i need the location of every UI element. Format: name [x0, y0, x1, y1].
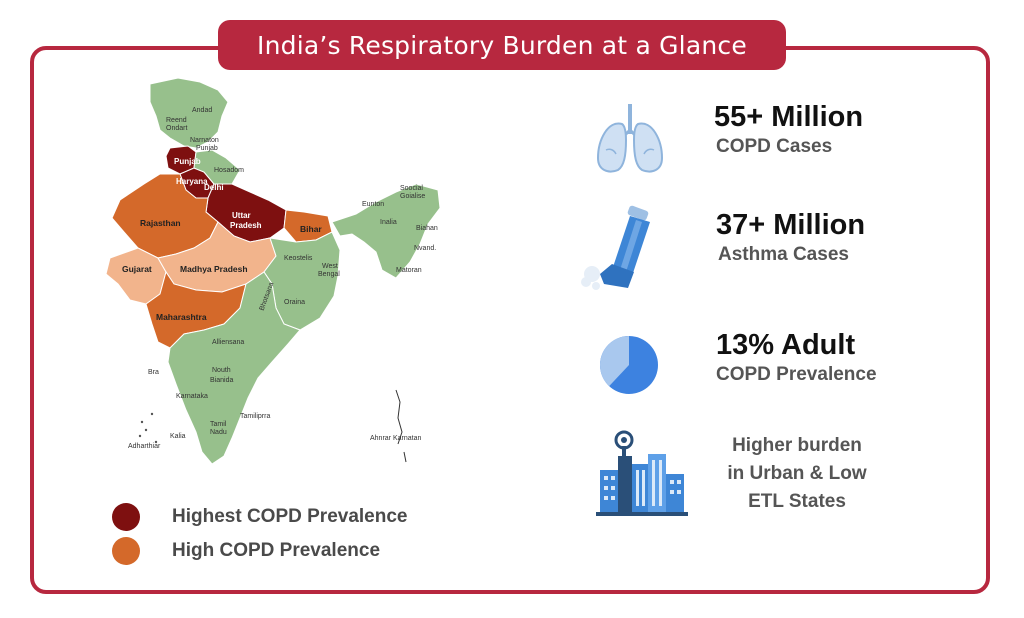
map-label-reend: Reend [166, 117, 187, 124]
legend-item-high: High COPD Prevalence [112, 534, 407, 568]
legend-swatch-highest [112, 503, 140, 531]
india-map: Andad Reend Ondart Narnaton Punjab Punja… [105, 77, 441, 465]
map-label-bihar: Bihar [300, 224, 322, 234]
map-label-matoran: Matoran [396, 267, 422, 274]
region-south [167, 271, 301, 465]
stat-urban: Higher burden in Urban & Low ETL States [706, 432, 888, 516]
legend-swatch-high [112, 537, 140, 565]
map-label-narnaton: Narnaton [190, 137, 219, 144]
lungs-icon [596, 104, 664, 173]
city-buildings-icon [596, 430, 688, 516]
andaman-islands [395, 389, 407, 463]
map-label-kalia: Kalia [170, 433, 186, 440]
map-label-pradesh: Pradesh [230, 221, 262, 230]
map-label-madhya-pradesh: Madhya Pradesh [180, 264, 248, 274]
stat-prevalence: 13% Adult COPD Prevalence [716, 328, 877, 388]
stat-urban-line2: in Urban & Low [727, 463, 867, 484]
legend-label-highest: Highest COPD Prevalence [172, 506, 408, 527]
map-label-biahan: Biahan [416, 225, 438, 232]
map-label-nouth: Nouth [212, 367, 231, 374]
map-label-punjab-north: Punjab [196, 145, 218, 152]
page-title: India’s Respiratory Burden at a Glance [218, 20, 786, 70]
map-label-inalia: Inalia [380, 219, 397, 226]
map-label-ahnrar: Ahnrar Karnatan [370, 435, 421, 442]
region-north [149, 77, 229, 149]
stat-asthma-value: 37+ Million [716, 209, 866, 241]
pie-chart-icon [600, 336, 658, 394]
map-label-alliensana: Alliensana [212, 339, 244, 346]
map-label-oraina: Oraina [284, 299, 305, 306]
map-label-goialise: Goialise [400, 193, 425, 200]
map-label-eunton: Eunton [362, 201, 384, 208]
map-label-nadu: Nadu [210, 429, 227, 436]
map-label-karnataka: Karnataka [176, 393, 208, 400]
stat-copd-value: 55+ Million [714, 101, 864, 133]
map-label-bra: Bra [148, 369, 159, 376]
map-label-bengal: Bengal [318, 271, 340, 278]
inhaler-icon [581, 205, 650, 290]
map-label-gujarat: Gujarat [122, 264, 152, 274]
map-label-bianida: Bianida [210, 377, 233, 384]
lakshadweep-islands [138, 412, 158, 444]
stat-prevalence-label: COPD Prevalence [716, 364, 877, 385]
stat-urban-line1: Higher burden [732, 435, 862, 456]
map-label-uttar: Uttar [232, 211, 251, 220]
map-label-keostelis: Keostelis [284, 255, 313, 262]
stat-urban-line3: ETL States [748, 491, 846, 512]
map-label-adharthiar: Adharthiar [128, 443, 161, 450]
map-label-nvand: Nvand. [414, 245, 436, 252]
map-label-maharashtra: Maharashtra [156, 312, 207, 322]
map-label-soocial: Soocial [400, 185, 423, 192]
legend-item-highest: Highest COPD Prevalence [112, 500, 407, 534]
region-northeast [331, 183, 441, 279]
stat-prevalence-value: 13% Adult [716, 329, 856, 361]
map-label-tamiliprra: Tamiliprra [240, 413, 270, 420]
legend-label-high: High COPD Prevalence [172, 540, 381, 561]
map-label-tamil: Tamil [210, 421, 227, 428]
map-label-ondart: Ondart [166, 125, 187, 132]
stat-asthma: 37+ Million Asthma Cases [716, 208, 865, 268]
map-label-punjab: Punjab [174, 157, 201, 166]
map-label-haryana: Haryana [176, 177, 208, 186]
map-label-hosadom: Hosadom [214, 167, 244, 174]
map-label-west: West [322, 263, 338, 270]
pie-slice-prevalence [600, 336, 629, 387]
stat-copd-label: COPD Cases [716, 136, 833, 157]
map-label-andad: Andad [192, 107, 212, 114]
stat-asthma-label: Asthma Cases [718, 244, 849, 265]
stat-copd: 55+ Million COPD Cases [714, 100, 863, 160]
map-label-rajasthan: Rajasthan [140, 218, 181, 228]
map-legend: Highest COPD Prevalence High COPD Preval… [112, 500, 407, 568]
map-label-delhi: Delhi [204, 183, 224, 192]
